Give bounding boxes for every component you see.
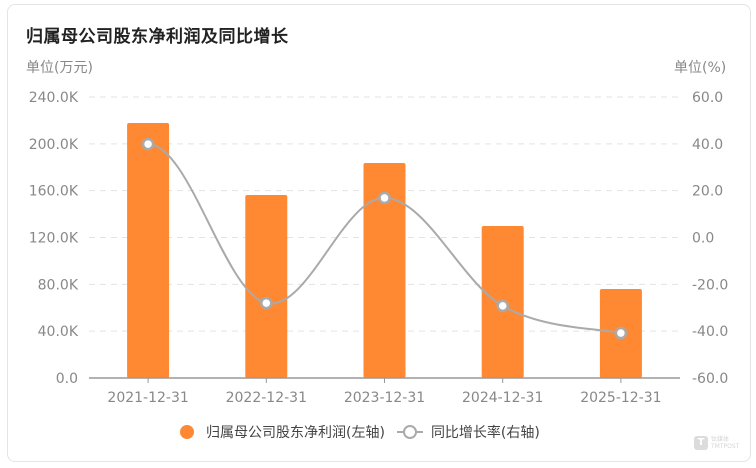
x-tick-label: 2025-12-31 (580, 390, 661, 406)
left-tick-label: 120.0K (29, 231, 79, 247)
x-tick-label: 2021-12-31 (107, 390, 188, 406)
legend-label: 同比增长率(右轴) (430, 425, 540, 441)
right-tick-label: 20.0 (692, 184, 723, 200)
x-tick-label: 2022-12-31 (226, 390, 307, 406)
left-axis-unit: 单位(万元) (26, 60, 93, 76)
watermark: T 钛媒体 TMTPOST (694, 436, 739, 450)
data-point[interactable] (378, 191, 391, 205)
x-tick-label: 2024-12-31 (462, 390, 543, 406)
right-tick-label: -20.0 (692, 277, 728, 293)
chart-title: 归属母公司股东净利润及同比增长 (26, 27, 289, 47)
left-tick-label: 40.0K (38, 324, 79, 340)
line-series-swatch-icon (396, 425, 423, 439)
bar[interactable] (363, 163, 406, 378)
left-tick-label: 0.0 (56, 371, 78, 387)
legend-label: 归属母公司股东净利润(左轴) (206, 425, 385, 441)
data-point[interactable] (141, 137, 155, 151)
legend: 归属母公司股东净利润(左轴) 同比增长率(右轴) (180, 421, 552, 443)
right-tick-label: 60.0 (692, 90, 723, 106)
right-tick-label: 40.0 (692, 137, 723, 153)
left-axis-ticks: 0.0 40.0K 80.0K 120.0K 160.0K 200.0K 240.0K (29, 90, 79, 387)
growth-line (148, 143, 622, 335)
x-axis: 2021-12-31 2022-12-31 2023-12-31 2024-12-31… (89, 377, 680, 406)
bar[interactable] (127, 122, 170, 379)
data-point[interactable] (614, 326, 628, 340)
legend-item-net-profit[interactable]: 归属母公司股东净利润(左轴) (180, 422, 385, 442)
left-tick-label: 80.0K (38, 277, 79, 293)
left-tick-label: 160.0K (29, 184, 79, 200)
right-tick-label: -40.0 (692, 324, 728, 340)
watermark-text: 钛媒体 (711, 436, 730, 443)
bar-series (127, 122, 642, 379)
watermark-subtext: TMTPOST (711, 443, 740, 450)
data-point[interactable] (496, 299, 509, 313)
data-point[interactable] (260, 296, 273, 310)
left-tick-label: 200.0K (29, 137, 79, 153)
bar[interactable] (245, 194, 288, 378)
bar-series-swatch-icon (180, 425, 194, 439)
right-tick-label: 0.0 (692, 231, 714, 247)
right-tick-label: -60.0 (692, 371, 728, 387)
legend-item-yoy-growth[interactable]: 同比增长率(右轴) (396, 422, 540, 442)
left-tick-label: 240.0K (29, 90, 79, 106)
right-axis-ticks: -60.0 -40.0 -20.0 0.0 20.0 40.0 60.0 (692, 90, 728, 387)
x-tick-label: 2023-12-31 (344, 390, 425, 406)
line-series (141, 137, 628, 340)
right-axis-unit: 单位(%) (674, 60, 727, 76)
tmtpost-logo-icon: T (694, 436, 708, 450)
